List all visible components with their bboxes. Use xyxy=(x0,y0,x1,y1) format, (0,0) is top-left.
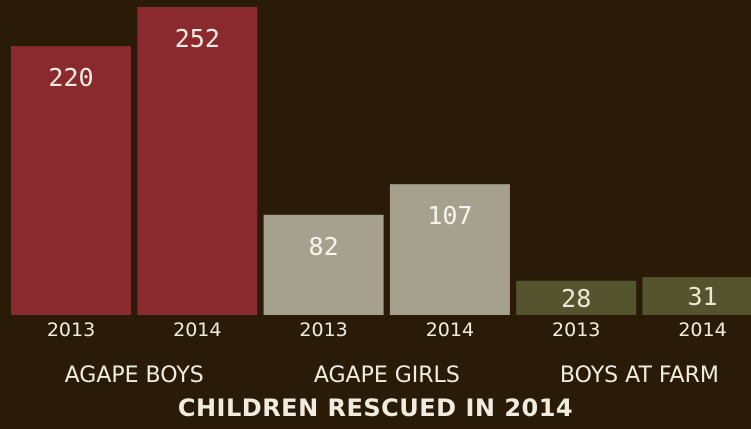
bar-boys-at-farm-2013 xyxy=(516,280,637,315)
value-label: 107 xyxy=(427,201,472,230)
bar-agape-girls-2013 xyxy=(263,214,384,315)
year-tick-label: 2014 xyxy=(678,319,726,341)
year-tick-label: 2014 xyxy=(173,319,221,341)
value-label: 252 xyxy=(175,24,220,53)
bar-agape-boys-2013 xyxy=(11,46,131,315)
year-tick-label: 2013 xyxy=(47,319,95,341)
value-label: 220 xyxy=(48,63,93,92)
chart-title: CHILDREN RESCUED IN 2014 xyxy=(177,394,574,422)
bar-boys-at-farm-2014 xyxy=(642,277,751,315)
bar-agape-girls-2014 xyxy=(389,184,510,315)
value-label: 28 xyxy=(561,284,591,313)
bar-agape-boys-2014 xyxy=(137,7,258,315)
value-label: 31 xyxy=(687,282,717,311)
year-tick-label: 2013 xyxy=(552,319,600,341)
year-tick-label: 2013 xyxy=(299,319,347,341)
value-label: 82 xyxy=(309,232,339,261)
year-tick-label: 2014 xyxy=(426,319,474,341)
group-label: AGAPE GIRLS xyxy=(314,363,460,388)
group-label: BOYS AT FARM xyxy=(560,363,719,388)
group-label: AGAPE BOYS xyxy=(65,363,204,388)
